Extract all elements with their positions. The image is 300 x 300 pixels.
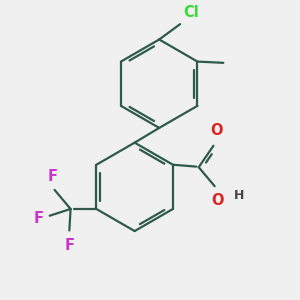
Text: Cl: Cl [183, 5, 199, 20]
Text: O: O [211, 193, 224, 208]
Text: O: O [210, 123, 223, 138]
Text: F: F [64, 238, 74, 253]
Text: H: H [234, 189, 245, 202]
Text: F: F [47, 169, 57, 184]
Text: F: F [34, 211, 44, 226]
